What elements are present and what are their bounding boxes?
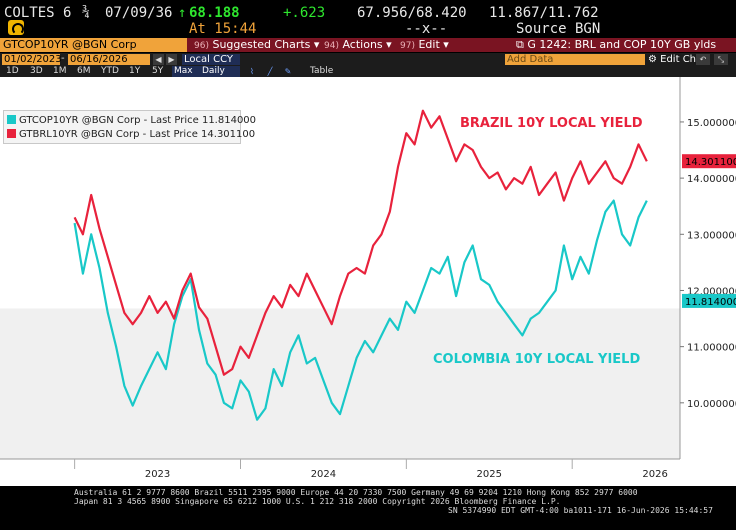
menu-number: 97)	[400, 41, 415, 51]
up-arrow-icon: ↑	[178, 5, 187, 21]
bid-ask-yield: 11.867/11.762	[489, 5, 599, 21]
x-tick-label: 2026	[642, 469, 667, 480]
footer-contacts: Australia 61 2 9777 8600 Brazil 5511 239…	[74, 488, 638, 497]
footer-contacts-2: Japan 81 3 4565 8900 Singapore 65 6212 1…	[74, 497, 561, 506]
legend-swatch-brl	[7, 129, 16, 138]
brazil-annotation: BRAZIL 10Y LOCAL YIELD	[460, 116, 643, 131]
y-tick-label: 10.000000	[687, 399, 736, 410]
y-tick-label: 14.000000	[687, 174, 736, 185]
period-5y[interactable]: 5Y	[152, 66, 164, 76]
cop-yield-line	[73, 199, 648, 421]
legend-swatch-cop	[7, 115, 16, 124]
y-tick-label: 11.000000	[687, 343, 736, 354]
frequency-select[interactable]: Daily	[200, 66, 240, 77]
bid-ask-price: 67.956/68.420	[357, 5, 467, 21]
price-change: +.623	[283, 5, 326, 21]
line-chart-icon[interactable]: ⌇	[250, 67, 254, 76]
footer: Australia 61 2 9777 8600 Brazil 5511 239…	[0, 486, 736, 530]
price-source: Source BGN	[516, 21, 601, 37]
brl-last-value: 14.301100	[685, 157, 736, 168]
actions-menu[interactable]: 94) Actions ▾	[324, 38, 392, 52]
period-bar: 1D 3D 1M 6M YTD 1Y 5Y Max Daily ⌇ ╱ ✎ Ta…	[0, 66, 736, 77]
legend-label-brl: GTBRL10YR @BGN Corp - Last Price 14.3011…	[19, 129, 256, 140]
cop-last-tag	[682, 293, 736, 308]
table-button[interactable]: Table	[310, 66, 334, 76]
period-1y[interactable]: 1Y	[129, 66, 141, 76]
x-tick-label: 2024	[311, 469, 336, 480]
legend-entry-brl[interactable]: GTBRL10YR @BGN Corp - Last Price 14.3011…	[7, 128, 255, 142]
period-1m[interactable]: 1M	[53, 66, 67, 76]
chart-legend[interactable]: GTCOP10YR @BGN Corp - Last Price 11.8140…	[3, 110, 256, 144]
coupon-fraction: ¾	[82, 5, 90, 20]
chart-title: ⧉ G 1242: BRL and COP 10Y GB ylds	[516, 38, 716, 52]
edit-chart-button[interactable]: ⚙ Edit Chart	[648, 54, 711, 65]
period-max-label: Max	[174, 66, 193, 76]
gauge-icon[interactable]	[8, 20, 24, 35]
y-tick-label: 15.000000	[687, 118, 736, 129]
annotation-icon[interactable]: ✎	[284, 67, 292, 76]
period-3d[interactable]: 3D	[30, 66, 43, 76]
quote-bar: COLTES 6 ¾ 07/09/36 ↑ 68.188 +.623 67.95…	[0, 0, 736, 38]
legend-entry-cop[interactable]: GTCOP10YR @BGN Corp - Last Price 11.8140…	[7, 114, 256, 128]
undo-icon[interactable]: ↶	[696, 54, 710, 65]
cop-last-value: 11.814000	[685, 297, 736, 308]
y-tick-label: 13.000000	[687, 230, 736, 241]
date-separator: -	[61, 53, 65, 64]
y-axis-background	[680, 77, 736, 459]
menu-label: Suggested Charts	[212, 38, 311, 51]
ticker-input[interactable]: GTCOP10YR @BGN Corp	[0, 38, 187, 52]
chevron-down-icon: ▾	[386, 38, 392, 51]
chevron-left-icon[interactable]: ◀	[153, 54, 164, 65]
chevron-down-icon: ▾	[313, 38, 320, 51]
x-tick-label: 2023	[145, 469, 170, 480]
chevron-down-icon: ▾	[443, 38, 449, 51]
start-date-field[interactable]: 01/02/2023	[2, 54, 62, 65]
mid-indicator: --x--	[405, 21, 448, 37]
add-data-input[interactable]: Add Data	[505, 54, 645, 65]
x-axis-background	[0, 459, 736, 486]
period-1d[interactable]: 1D	[6, 66, 19, 76]
date-range-bar: 01/02/2023 - 06/16/2026 ◀ ▶ Local CCY Ad…	[0, 53, 736, 66]
chart-title-text: G 1242: BRL and COP 10Y GB ylds	[527, 38, 717, 51]
draw-tool-icon[interactable]: ╱	[267, 67, 273, 76]
brl-last-tag	[682, 154, 736, 169]
plot-shade	[0, 308, 680, 459]
x-tick-label: 2025	[477, 469, 502, 480]
suggested-charts-menu[interactable]: 96) Suggested Charts ▾	[194, 38, 319, 52]
period-6m[interactable]: 6M	[77, 66, 91, 76]
maturity-date: 07/09/36	[105, 5, 173, 21]
menu-label: Actions	[342, 38, 383, 51]
y-tick-label: 12.000000	[687, 286, 736, 297]
menu-number: 94)	[324, 41, 339, 51]
footer-session: SN 5374990 EDT GMT-4:00 ba1011-171 16-Ju…	[448, 506, 713, 515]
chevron-right-icon[interactable]: ▶	[166, 54, 177, 65]
menu-bar: GTCOP10YR @BGN Corp 96) Suggested Charts…	[0, 38, 736, 52]
edit-menu[interactable]: 97) Edit ▾	[400, 38, 449, 52]
zoom-out-icon[interactable]: ⤡	[714, 54, 728, 65]
brl-yield-line	[73, 109, 648, 376]
colombia-annotation: COLOMBIA 10Y LOCAL YIELD	[433, 352, 641, 367]
menu-number: 96)	[194, 41, 209, 51]
end-date-field[interactable]: 06/16/2026	[68, 54, 150, 65]
period-ytd[interactable]: YTD	[101, 66, 119, 76]
legend-label-cop: GTCOP10YR @BGN Corp - Last Price 11.8140…	[19, 115, 257, 126]
last-price: 68.188	[189, 5, 240, 21]
external-link-icon[interactable]: ⧉	[516, 38, 524, 51]
security-ticker[interactable]: COLTES 6	[4, 5, 72, 21]
menu-label: Edit	[418, 38, 440, 51]
currency-select[interactable]: Local CCY	[182, 54, 240, 65]
quote-time: At 15:44	[189, 21, 257, 37]
